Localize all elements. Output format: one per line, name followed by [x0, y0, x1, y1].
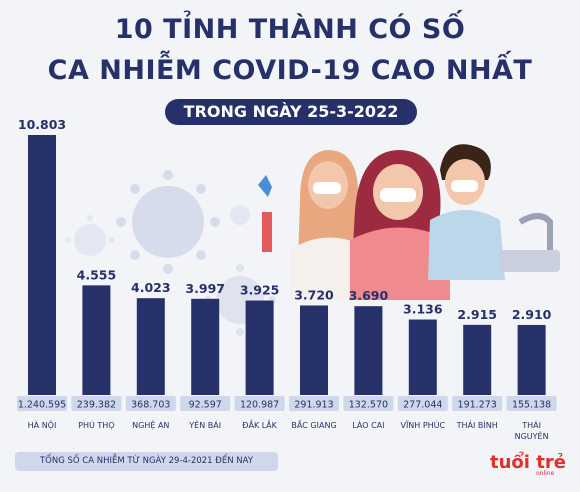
- chart-title-line-2: CA NHIỄM COVID-19 CAO NHẤT: [47, 55, 533, 86]
- bar: [245, 300, 274, 395]
- total-box: [180, 396, 231, 411]
- totals-legend-note: TỔNG SỐ CA NHIỄM TỪ NGÀY 29-4-2021 ĐẾN N…: [15, 452, 278, 471]
- bar-value-label: 3.997: [185, 281, 225, 296]
- total-box: [71, 396, 122, 411]
- total-label: 191.273: [458, 400, 497, 411]
- svg-text:tuổi trẻ: tuổi trẻ: [490, 451, 566, 473]
- bar: [82, 285, 111, 395]
- virus-icon: [65, 215, 115, 256]
- total-label: 155.138: [512, 400, 551, 411]
- total-box: [343, 396, 394, 411]
- category-label: ĐẮK LẮK: [242, 418, 277, 430]
- total-label: 368.703: [131, 400, 170, 411]
- bar: [354, 306, 383, 395]
- bar-value-label: 4.555: [77, 267, 117, 282]
- category-label: LÀO CAI: [352, 419, 384, 430]
- bar: [463, 324, 492, 395]
- bar-value-label: 3.690: [349, 288, 389, 303]
- category-label: THÁI BÌNH: [456, 419, 498, 430]
- total-box: [506, 396, 557, 411]
- category-label: YÊN BÁI: [188, 419, 221, 430]
- total-label: 120.987: [240, 400, 279, 411]
- background-illustration: [65, 144, 560, 336]
- total-label: 239.382: [77, 400, 116, 411]
- bar-value-label: 2.915: [457, 307, 497, 322]
- total-box: [452, 396, 503, 411]
- category-label: NGHỆ AN: [132, 419, 169, 431]
- chart-title-line-1: 10 TỈNH THÀNH CÓ SỐ: [114, 14, 466, 45]
- category-label: HÀ NỘI: [28, 419, 57, 430]
- bar-value-label: 10.803: [18, 117, 66, 132]
- category-label: THÁI: [521, 419, 541, 430]
- total-label: 132.570: [349, 400, 388, 411]
- total-box: [234, 396, 285, 411]
- virus-icon: [116, 170, 220, 274]
- bar: [517, 324, 546, 395]
- bar: [300, 305, 328, 395]
- person-illustration: [350, 150, 450, 300]
- person-illustration: [428, 144, 560, 280]
- total-box: [125, 396, 176, 411]
- total-label: 92.597: [189, 400, 222, 411]
- bar: [408, 319, 437, 395]
- bar-value-label: 3.925: [240, 283, 280, 298]
- category-label: BẮC GIANG: [291, 418, 336, 430]
- total-label: 291.913: [294, 400, 333, 411]
- total-label: 1.240.595: [18, 400, 66, 411]
- bar-value-label: 3.136: [403, 302, 443, 317]
- total-label: 277.044: [403, 400, 442, 411]
- category-label: PHÚ THỌ: [78, 419, 114, 430]
- bar-value-label: 3.720: [294, 287, 334, 302]
- bar: [136, 298, 165, 395]
- bar-value-label: 4.023: [131, 280, 171, 295]
- bar-value-label: 2.910: [512, 307, 552, 322]
- svg-text:online: online: [536, 470, 555, 476]
- virus-icon: [230, 205, 250, 225]
- bar: [191, 298, 220, 395]
- bar: [28, 135, 56, 395]
- total-box: [289, 396, 339, 411]
- date-subtitle-badge: TRONG NGÀY 25-3-2022: [165, 99, 417, 125]
- category-label: NGUYÊN: [515, 430, 549, 441]
- category-label: VĨNH PHÚC: [400, 419, 445, 430]
- total-box: [397, 396, 448, 411]
- tuoi-tre-logo: tuổi trẻ online: [490, 451, 566, 476]
- total-box: [17, 396, 67, 411]
